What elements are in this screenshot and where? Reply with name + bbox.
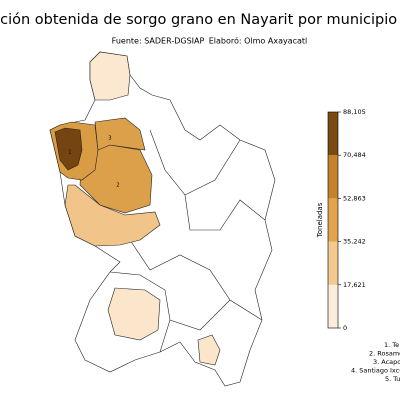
region [89,51,131,101]
legend-entry: 4. Santiago Ixcu [351,367,400,375]
region [107,287,161,341]
colorbar-label: Toneladas [316,202,324,238]
regions [49,51,221,366]
border [159,319,171,353]
colorbar-bin [328,241,338,285]
region [94,117,146,151]
colorbar-bin [328,112,338,156]
border [129,239,263,321]
author: Elaboró: Olmo Axayacatl [209,36,308,46]
colorbar-bin [328,198,338,242]
region-label: 2 [116,183,119,189]
region-label: 3 [108,136,111,142]
tick-label: 88,105 [343,108,366,116]
border [184,139,241,196]
border [149,129,266,231]
tick-label: 52,863 [343,194,366,202]
region [54,127,83,171]
colorbar: 0 17,621 35,242 52,863 70,484 88,105 [327,108,366,332]
tick-label: 70,484 [343,151,366,159]
region [197,334,221,366]
region-label: 1 [68,150,71,156]
tick-label: 17,621 [343,281,366,289]
legend-entry: 1. Te [384,341,399,349]
tick-label: 35,242 [343,238,366,246]
tick-label: 0 [343,324,347,332]
region [64,184,161,247]
colorbar-bin [328,284,338,328]
border [109,271,231,331]
region-labels: 1 2 3 [68,136,119,189]
legend-entry: 5. Tu [385,375,400,383]
colorbar-frame [327,111,339,329]
legend-entry: 2. Rosamo [369,350,400,358]
legend-entry: 3. Acapo [373,358,400,366]
colorbar-bin [328,155,338,199]
source: Fuente: SADER-DGSIAP [112,37,205,46]
title: oducción obtenida de sorgo grano en Naya… [0,12,400,28]
